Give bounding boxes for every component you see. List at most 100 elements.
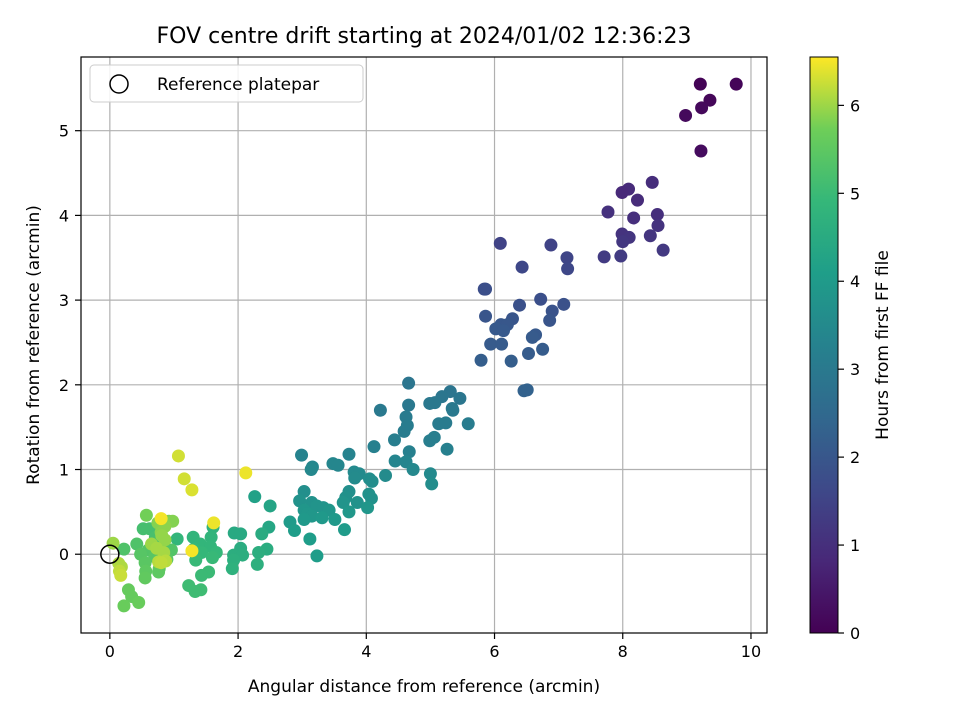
data-point xyxy=(114,568,128,582)
data-point xyxy=(365,474,379,488)
data-point xyxy=(388,454,402,468)
data-point xyxy=(616,235,630,249)
data-point xyxy=(561,262,575,276)
data-point xyxy=(402,376,416,390)
data-point xyxy=(331,458,345,472)
colorbar-tick-label: 0 xyxy=(850,624,860,643)
data-point xyxy=(248,490,262,504)
y-tick-label: 5 xyxy=(59,122,69,141)
data-point xyxy=(446,403,460,417)
legend-box xyxy=(89,64,364,103)
data-point xyxy=(651,219,665,233)
colorbar-tick-label: 1 xyxy=(850,536,860,555)
data-point xyxy=(117,599,131,613)
data-point xyxy=(310,549,324,563)
data-point xyxy=(315,511,329,525)
data-point xyxy=(425,477,439,491)
colorbar-tick-label: 6 xyxy=(850,96,860,115)
data-point xyxy=(474,353,488,367)
y-tick-label: 2 xyxy=(59,376,69,395)
data-point xyxy=(388,433,402,447)
data-point xyxy=(139,508,153,522)
data-point xyxy=(515,260,529,274)
data-point xyxy=(560,251,574,265)
data-point xyxy=(239,466,253,480)
x-axis-ticks: 0 2 4 6 8 10 xyxy=(105,633,761,661)
x-tick-label: 10 xyxy=(741,642,761,661)
colorbar-tick-label: 2 xyxy=(850,448,860,467)
data-point xyxy=(350,496,364,510)
colorbar xyxy=(809,56,839,634)
data-point xyxy=(336,496,350,510)
data-point xyxy=(439,416,453,430)
legend: Reference platepar xyxy=(89,64,364,103)
x-axis-label: Angular distance from reference (arcmin) xyxy=(248,677,600,697)
data-point xyxy=(158,533,172,547)
plot-frame xyxy=(80,56,768,634)
x-tick-label: 2 xyxy=(233,642,243,661)
data-point xyxy=(615,186,629,200)
y-axis-label: Rotation from reference (arcmin) xyxy=(24,205,44,485)
data-point xyxy=(255,527,269,541)
data-point xyxy=(295,448,309,462)
data-point xyxy=(544,238,558,252)
data-point xyxy=(402,445,416,459)
colorbar-tick-label: 4 xyxy=(850,272,860,291)
data-point xyxy=(693,77,707,91)
data-point xyxy=(627,211,641,225)
reference-platepar-marker xyxy=(100,544,120,564)
data-point xyxy=(328,512,342,526)
y-axis-ticks: 0 1 2 3 4 5 xyxy=(59,122,81,564)
data-point xyxy=(679,108,693,122)
data-point xyxy=(304,463,318,477)
data-point xyxy=(130,537,144,551)
data-point xyxy=(188,584,202,598)
data-point xyxy=(342,505,356,519)
data-point xyxy=(597,250,611,264)
data-point xyxy=(195,568,209,582)
legend-marker xyxy=(109,74,129,94)
data-point xyxy=(493,236,507,250)
data-point xyxy=(694,144,708,158)
data-point xyxy=(338,523,352,537)
data-point xyxy=(520,383,534,397)
data-point xyxy=(132,596,146,610)
data-point xyxy=(225,562,239,576)
data-point xyxy=(154,512,168,526)
data-point xyxy=(643,229,657,243)
data-point xyxy=(402,398,416,412)
y-tick-label: 1 xyxy=(59,461,69,480)
legend-label: Reference platepar xyxy=(157,75,319,95)
data-point xyxy=(106,536,120,550)
data-point xyxy=(513,298,527,312)
data-point xyxy=(406,463,420,477)
data-point xyxy=(601,205,615,219)
data-point xyxy=(207,516,221,530)
data-point xyxy=(525,330,539,344)
data-point xyxy=(287,524,301,538)
data-point xyxy=(522,346,536,360)
x-tick-label: 8 xyxy=(618,642,628,661)
data-point xyxy=(185,544,199,558)
colorbar-label: Hours from first FF file xyxy=(873,250,893,440)
data-points xyxy=(106,77,743,613)
data-point xyxy=(367,440,381,454)
data-point xyxy=(536,342,550,356)
data-point xyxy=(423,467,437,481)
data-point xyxy=(650,208,664,222)
data-point xyxy=(117,542,131,556)
data-point xyxy=(645,175,659,189)
grid-lines xyxy=(81,57,767,633)
data-point xyxy=(496,324,510,338)
data-point xyxy=(479,282,493,296)
data-point xyxy=(297,512,311,526)
data-point xyxy=(177,472,191,486)
data-point xyxy=(361,501,375,515)
data-point xyxy=(204,530,218,544)
data-point xyxy=(342,447,356,461)
x-tick-label: 4 xyxy=(361,642,371,661)
data-point xyxy=(703,93,717,107)
data-point xyxy=(695,101,709,115)
data-point xyxy=(534,292,548,306)
data-point xyxy=(461,417,475,431)
